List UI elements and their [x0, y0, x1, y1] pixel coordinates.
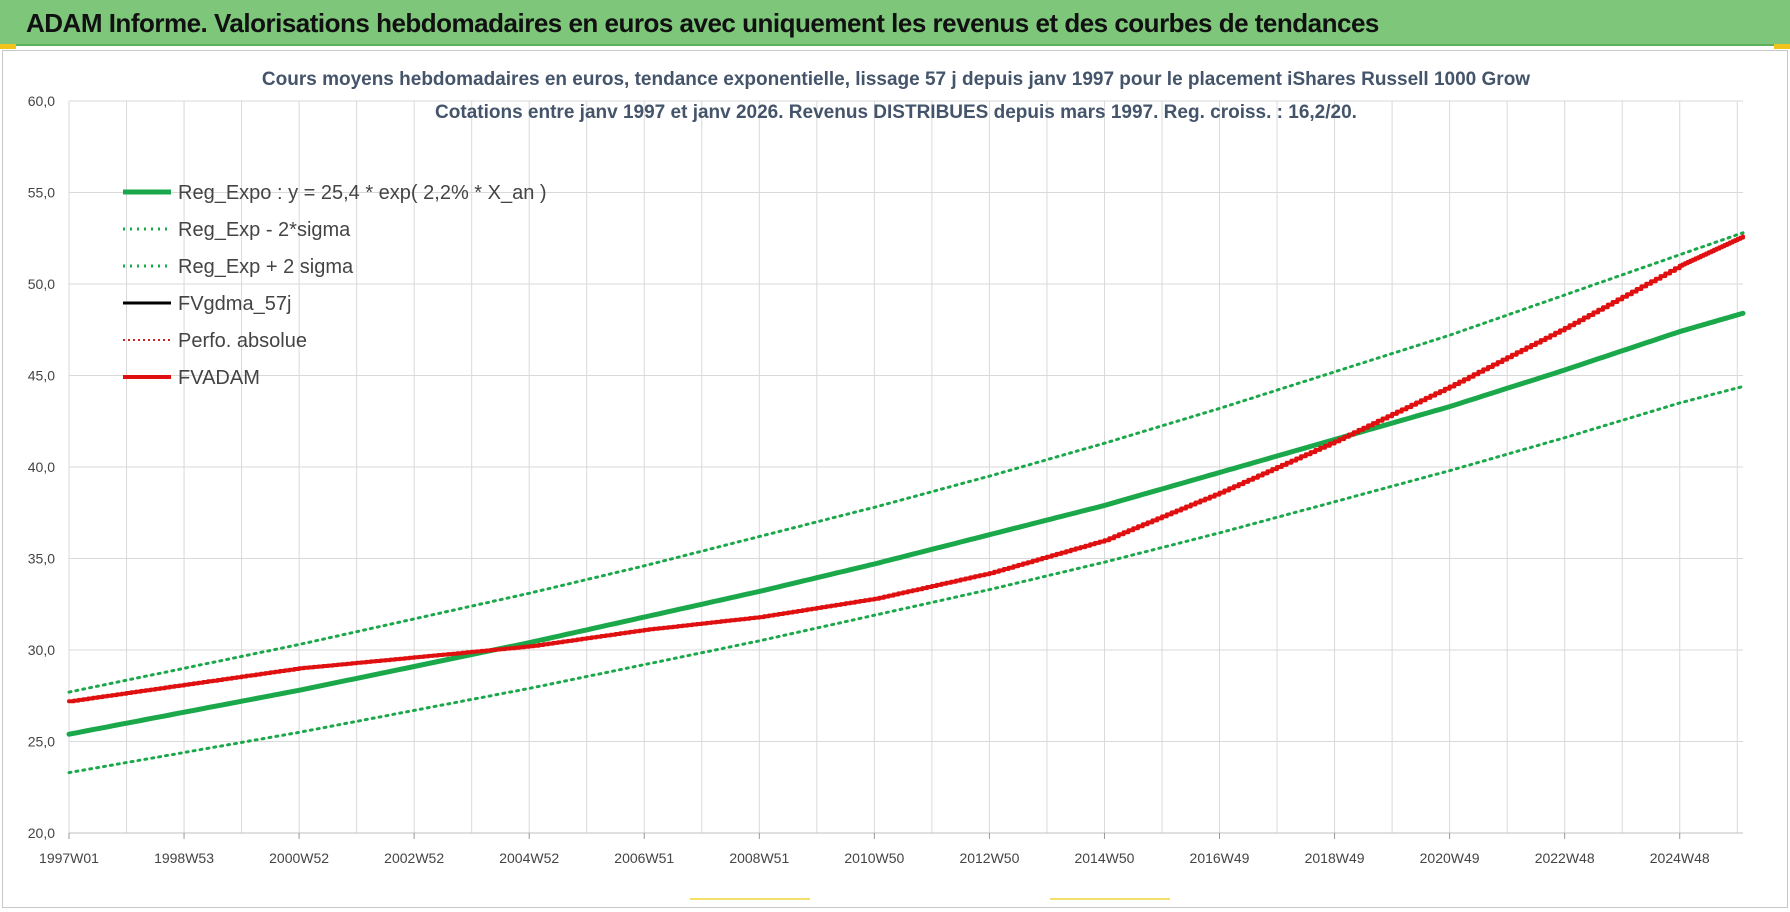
series-line-fvadam [67, 234, 1745, 704]
corner-accent-left [0, 44, 16, 49]
x-tick-label: 2006W51 [614, 850, 674, 866]
axis-layer: 20,0 25,0 30,0 35,0 40,0 45,0 50,0 55,0 60,0 1997… [28, 93, 1743, 866]
x-tick-label: 2016W49 [1190, 850, 1250, 866]
line-chart: 20,0 25,0 30,0 35,0 40,0 45,0 50,0 55,0 60,0 1997… [28, 69, 1746, 866]
x-tick-label: 2002W52 [384, 850, 444, 866]
report-banner: ADAM Informe. Valorisations hebdomadaire… [0, 0, 1790, 46]
x-tick-label: 2004W52 [499, 850, 559, 866]
x-tick-label: 1997W01 [39, 850, 99, 866]
legend-label-fvgdma: FVgdma_57j [178, 293, 291, 315]
series-line-reg_plus [67, 231, 1745, 694]
x-tick-label: 2024W48 [1650, 850, 1710, 866]
corner-accent-right [1774, 44, 1790, 49]
x-tick-label: 2000W52 [269, 850, 329, 866]
x-tick-label: 2010W50 [844, 850, 904, 866]
legend-label-reg_plus: Reg_Exp + 2 sigma [178, 256, 354, 278]
chart-legend: Reg_Expo : y = 25,4 * exp( 2,2% * X_an )… [123, 182, 547, 389]
series-line-reg_expo [66, 310, 1746, 737]
x-tick-label: 1998W53 [154, 850, 214, 866]
x-tick-label: 2022W48 [1535, 850, 1595, 866]
x-tick-label: 2018W49 [1305, 850, 1365, 866]
y-tick-label: 30,0 [28, 642, 55, 658]
legend-label-reg_minus: Reg_Exp - 2*sigma [178, 219, 351, 241]
series-layer [66, 231, 1746, 775]
legend-label-reg_expo: Reg_Expo : y = 25,4 * exp( 2,2% * X_an ) [178, 182, 547, 204]
series-line-reg_minus [67, 385, 1745, 775]
x-tick-label: 2012W50 [959, 850, 1019, 866]
chart-subtitle: Cotations entre janv 1997 et janv 2026. … [435, 102, 1357, 123]
bottom-accent-2 [1050, 898, 1170, 900]
legend-label-perfo: Perfo. absolue [178, 330, 307, 352]
x-tick-label: 2020W49 [1420, 850, 1480, 866]
y-tick-label: 40,0 [28, 459, 55, 475]
y-tick-label: 35,0 [28, 551, 55, 567]
legend-label-fvadam: FVADAM [178, 367, 260, 389]
grid-layer [68, 100, 1743, 834]
y-tick-label: 20,0 [28, 825, 55, 841]
y-tick-label: 45,0 [28, 368, 55, 384]
x-tick-label: 2008W51 [729, 850, 789, 866]
y-tick-label: 50,0 [28, 276, 55, 292]
chart-title: Cours moyens hebdomadaires en euros, ten… [262, 69, 1530, 90]
y-tick-label: 60,0 [28, 93, 55, 109]
y-tick-label: 25,0 [28, 734, 55, 750]
chart-area: 20,0 25,0 30,0 35,0 40,0 45,0 50,0 55,0 60,0 1997… [2, 50, 1788, 908]
x-tick-label: 2014W50 [1074, 850, 1134, 866]
bottom-accent-1 [690, 898, 810, 900]
report-title: ADAM Informe. Valorisations hebdomadaire… [26, 8, 1379, 38]
chart-title-block: Cours moyens hebdomadaires en euros, ten… [262, 69, 1530, 123]
y-tick-label: 55,0 [28, 185, 55, 201]
